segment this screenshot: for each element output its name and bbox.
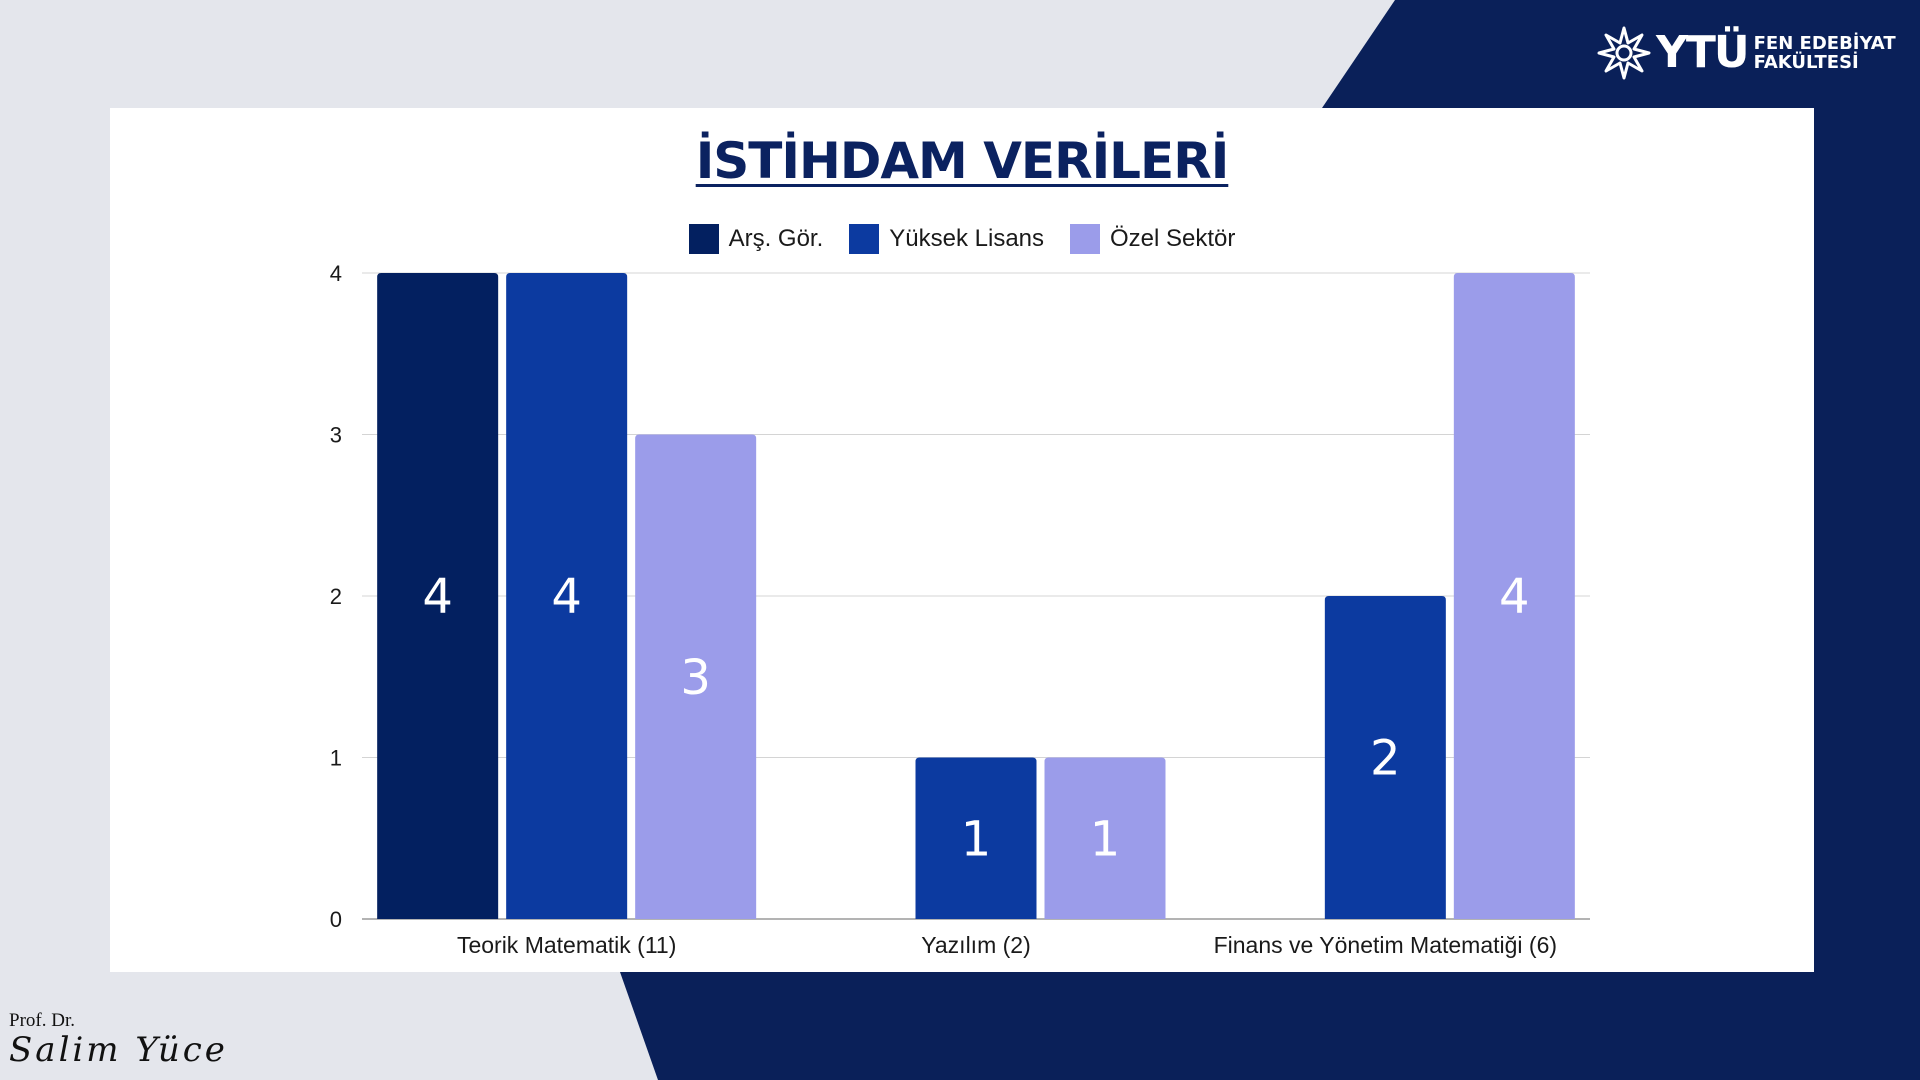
legend-swatch-ozel-sektor [1070, 224, 1101, 254]
x-category-label: Teorik Matematik (11) [457, 932, 676, 958]
bar-value-label: 4 [551, 569, 582, 625]
bar-value-label: 1 [961, 811, 992, 867]
logo-ytu-text: YTÜ [1656, 27, 1750, 78]
bar-zel-sekt-r [1044, 757, 1166, 919]
bar-value-label: 2 [1370, 731, 1401, 787]
legend-label-ars-gor: Arş. Gör. [728, 225, 824, 252]
legend-item-ars-gor: Arş. Gör. [688, 224, 824, 254]
signature: Prof. Dr. Salim Yüce [9, 1010, 228, 1070]
bar-ar-g-r [377, 273, 499, 919]
bar-y-ksek-lisans [915, 757, 1037, 919]
navy-right-strip [1814, 100, 1920, 980]
chart-legend: Arş. Gör. Yüksek Lisans Özel Sektör [110, 224, 1814, 254]
faculty-name: FEN EDEBİYAT FAKÜLTESİ [1754, 34, 1896, 72]
x-category-label: Yazılım (2) [921, 932, 1030, 958]
legend-label-yuksek-lisans: Yüksek Lisans [889, 225, 1045, 252]
y-tick-label: 4 [330, 261, 342, 286]
chart-card: İSTİHDAM VERİLERİ Arş. Gör. Yüksek Lisan… [110, 108, 1814, 972]
star-burst-icon [1597, 26, 1651, 80]
bar-zel-sekt-r [1453, 273, 1575, 919]
y-tick-label: 1 [330, 746, 342, 771]
navy-top-right-shape [1322, 0, 1920, 108]
legend-swatch-ars-gor [688, 224, 719, 254]
bar-y-ksek-lisans [506, 273, 628, 919]
bar-y-ksek-lisans [1324, 596, 1446, 919]
y-tick-label: 0 [330, 907, 342, 932]
faculty-line-1: FEN EDEBİYAT [1753, 33, 1896, 54]
bar-value-label: 4 [1499, 569, 1530, 625]
y-tick-label: 2 [330, 584, 342, 609]
bar-value-label: 3 [680, 650, 711, 706]
legend-item-ozel-sektor: Özel Sektör [1070, 224, 1235, 254]
legend-item-yuksek-lisans: Yüksek Lisans [849, 224, 1044, 254]
bar-zel-sekt-r [635, 434, 757, 919]
y-tick-label: 3 [330, 423, 342, 448]
signature-name: Salim Yüce [9, 1030, 228, 1070]
signature-title: Prof. Dr. [9, 1010, 75, 1031]
bar-chart: 0 1 2 3 4 4 4 3 Teorik Matematik (11) 1 1 Yazılım (… [330, 261, 1590, 958]
navy-bottom-right-shape [620, 972, 1920, 1080]
ytu-logo: YTÜ FEN EDEBİYAT FAKÜLTESİ [1596, 24, 1906, 82]
legend-swatch-yuksek-lisans [849, 224, 880, 254]
bar-value-label: 1 [1090, 811, 1121, 867]
legend-label-ozel-sektor: Özel Sektör [1110, 225, 1236, 252]
x-category-label: Finans ve Yönetim Matematiği (6) [1214, 932, 1557, 958]
faculty-line-2: FAKÜLTESİ [1753, 52, 1859, 73]
bar-value-label: 4 [422, 569, 453, 625]
chart-title: İSTİHDAM VERİLERİ [695, 132, 1230, 190]
